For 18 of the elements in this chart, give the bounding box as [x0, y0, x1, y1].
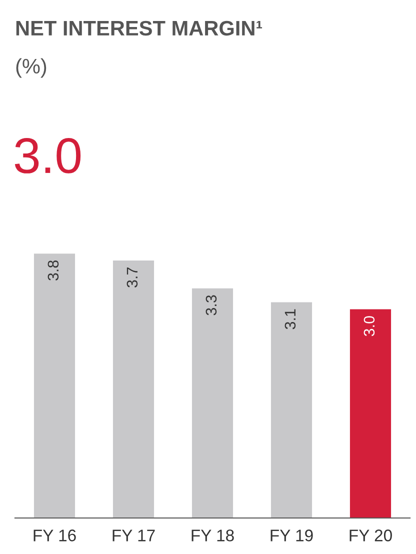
- data-label: 3.7: [126, 268, 138, 288]
- bar: [192, 288, 234, 518]
- bar: [270, 302, 312, 518]
- chart-subtitle: (%): [16, 58, 46, 78]
- data-label: 3.0: [364, 316, 375, 336]
- x-tick-label: FY 20: [350, 530, 392, 542]
- x-tick-label: FY 19: [270, 530, 313, 542]
- x-tick-label: FY 16: [34, 530, 76, 542]
- x-tick-label: FY 18: [192, 530, 234, 542]
- x-tick-label: FY 17: [112, 530, 155, 542]
- data-label: 3.8: [48, 260, 59, 280]
- data-label: 3.3: [206, 295, 217, 316]
- bar: [112, 260, 154, 518]
- bar: [34, 254, 76, 518]
- chart-title: NET INTEREST MARGIN¹: [16, 20, 262, 36]
- data-label: 3.1: [284, 309, 296, 330]
- bar: [350, 309, 392, 518]
- text: 3.0: [14, 138, 81, 174]
